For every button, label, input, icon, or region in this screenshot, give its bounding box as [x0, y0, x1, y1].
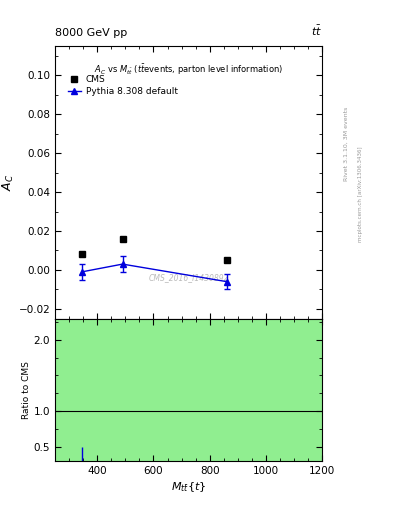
Y-axis label: $A_C$: $A_C$ — [0, 174, 16, 191]
Text: Rivet 3.1.10, 3M events: Rivet 3.1.10, 3M events — [344, 106, 349, 181]
Text: $A_C$ vs $M_{t\bar{t}}$ ($t\bar{t}$events, parton level information): $A_C$ vs $M_{t\bar{t}}$ ($t\bar{t}$event… — [94, 62, 283, 77]
Text: mcplots.cern.ch [arXiv:1306.3436]: mcplots.cern.ch [arXiv:1306.3436] — [358, 147, 363, 242]
Text: $t\bar{t}$: $t\bar{t}$ — [311, 24, 322, 38]
Y-axis label: Ratio to CMS: Ratio to CMS — [22, 361, 31, 419]
Text: 8000 GeV pp: 8000 GeV pp — [55, 28, 127, 38]
Legend: CMS, Pythia 8.308 default: CMS, Pythia 8.308 default — [65, 72, 180, 98]
X-axis label: $M_{t\bar{t}}\{t\}$: $M_{t\bar{t}}\{t\}$ — [171, 480, 206, 494]
Text: CMS_2016_I1430892: CMS_2016_I1430892 — [149, 273, 229, 282]
